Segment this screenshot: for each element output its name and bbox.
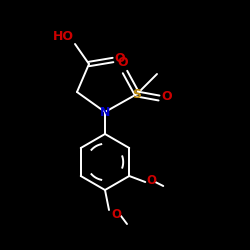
Text: S: S — [132, 88, 141, 101]
Text: O: O — [146, 174, 156, 188]
Text: O: O — [115, 52, 125, 66]
Text: N: N — [100, 106, 110, 118]
Text: O: O — [162, 90, 172, 104]
Text: HO: HO — [52, 30, 74, 44]
Text: O: O — [111, 208, 121, 222]
Text: O: O — [118, 56, 128, 70]
